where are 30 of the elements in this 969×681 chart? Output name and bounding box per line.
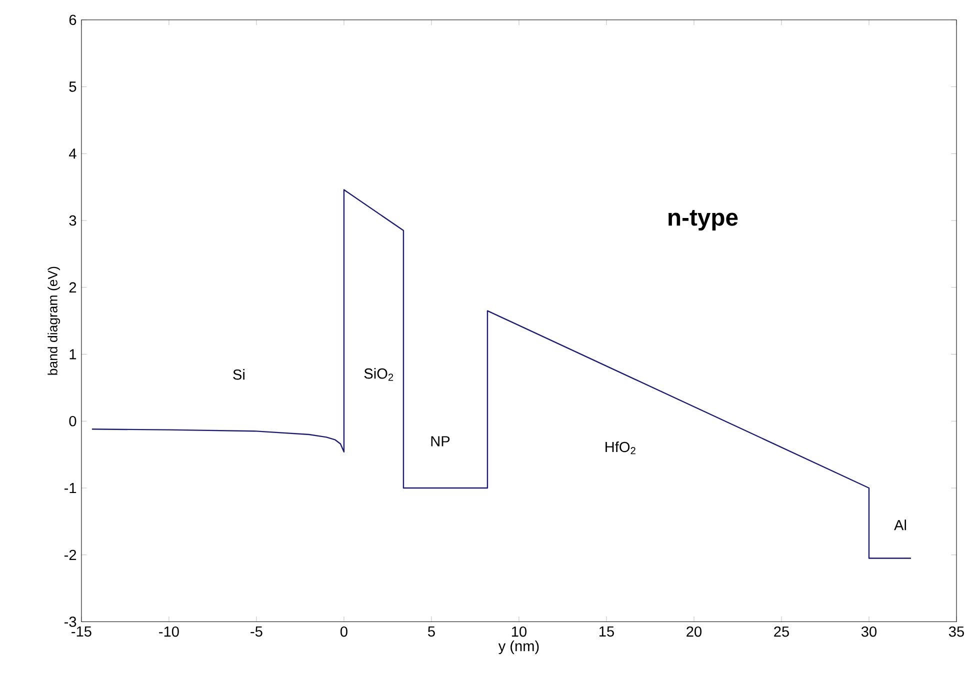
x-tick-label: 0 <box>340 626 348 637</box>
x-tick-label: 35 <box>948 626 964 637</box>
annotation: n-type <box>668 210 738 230</box>
y-tick-label: 4 <box>69 148 76 158</box>
y-tick-label: 5 <box>69 82 76 92</box>
x-tick-label: 20 <box>686 626 702 637</box>
x-tick-label: 5 <box>428 626 435 636</box>
y-axis-title: band diagram (eV) <box>48 266 60 375</box>
x-tick-label: -5 <box>250 626 262 636</box>
x-tick-label: 15 <box>599 626 614 636</box>
x-axis-title: y (nm) <box>498 640 539 654</box>
line-series <box>91 188 912 559</box>
annotation: Al <box>894 519 906 530</box>
x-tick-label: -15 <box>72 626 92 636</box>
x-tick-label: -10 <box>159 626 179 637</box>
annotation: Si <box>233 368 244 380</box>
annotation: NP <box>431 436 450 446</box>
y-tick-label: 2 <box>69 282 76 292</box>
annotation: SiO$_{2}$ <box>364 368 394 381</box>
x-tick-label: 10 <box>512 626 526 637</box>
y-tick-label: 6 <box>69 14 76 25</box>
annotation: HfO$_{2}$ <box>606 441 636 454</box>
y-tick-label: -1 <box>64 482 76 493</box>
y-tick-label: 1 <box>70 349 76 360</box>
y-tick-label: -2 <box>64 550 76 560</box>
x-tick-label: 25 <box>774 626 789 637</box>
y-tick-label: 3 <box>69 215 76 226</box>
y-tick-label: -3 <box>64 616 76 627</box>
y-tick-label: 0 <box>69 416 76 426</box>
x-tick-label: 30 <box>861 626 876 637</box>
